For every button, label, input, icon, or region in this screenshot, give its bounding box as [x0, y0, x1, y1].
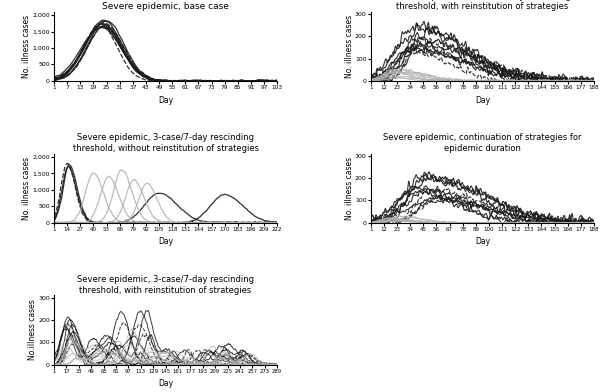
Title: Severe epidemic, continuation of strategies for
epidemic duration: Severe epidemic, continuation of strateg… — [383, 133, 581, 153]
Title: Severe epidemic, 0-case/7-day rescinding
threshold, with reinstitution of strate: Severe epidemic, 0-case/7-day rescinding… — [394, 0, 571, 11]
Y-axis label: No.illness cases: No.illness cases — [28, 299, 37, 360]
Title: Severe epidemic, 3-case/7-day rescinding
threshold, with reinstitution of strate: Severe epidemic, 3-case/7-day rescinding… — [77, 275, 254, 295]
X-axis label: Day: Day — [475, 96, 490, 105]
Y-axis label: No. illness cases: No. illness cases — [344, 156, 353, 220]
X-axis label: Day: Day — [158, 238, 173, 247]
X-axis label: Day: Day — [158, 96, 173, 105]
Title: Severe epidemic, 3-case/7-day rescinding
threshold, without reinstitution of str: Severe epidemic, 3-case/7-day rescinding… — [73, 133, 259, 153]
Y-axis label: No. illness cases: No. illness cases — [344, 15, 353, 78]
Y-axis label: No. illness cases: No. illness cases — [22, 15, 31, 78]
X-axis label: Day: Day — [475, 238, 490, 247]
X-axis label: Day: Day — [158, 379, 173, 388]
Y-axis label: No. illness cases: No. illness cases — [22, 156, 31, 220]
Title: Severe epidemic, base case: Severe epidemic, base case — [102, 2, 229, 11]
